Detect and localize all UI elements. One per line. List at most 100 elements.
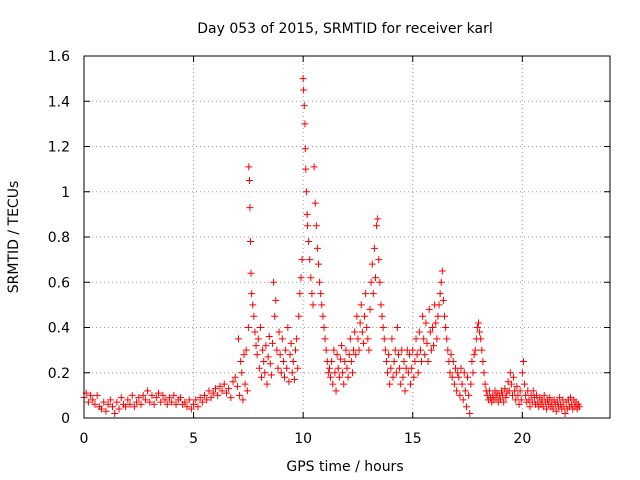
data-point <box>476 328 484 336</box>
data-point <box>355 346 363 354</box>
data-point <box>250 312 258 320</box>
data-point <box>426 328 434 336</box>
data-point <box>98 405 106 413</box>
data-point <box>385 351 393 359</box>
data-point <box>93 391 101 399</box>
data-point <box>89 396 97 404</box>
y-tick-label: 1 <box>61 185 70 201</box>
data-point <box>302 165 310 173</box>
data-point <box>347 357 355 365</box>
data-point <box>339 369 347 377</box>
y-tick-label: 0 <box>61 411 70 427</box>
data-point <box>192 396 200 404</box>
data-point <box>380 335 388 343</box>
data-point <box>461 387 469 395</box>
data-point <box>87 391 95 399</box>
data-point <box>328 357 336 365</box>
data-point <box>404 369 412 377</box>
data-point <box>338 342 346 350</box>
data-point <box>272 296 280 304</box>
data-point <box>450 380 458 388</box>
data-point <box>475 319 482 327</box>
data-point <box>308 290 316 298</box>
data-point <box>432 319 440 327</box>
grid <box>84 56 610 418</box>
data-point <box>441 312 449 320</box>
axis-ticks <box>83 55 610 419</box>
data-point <box>526 403 534 411</box>
data-point <box>502 394 510 402</box>
data-point <box>517 396 525 404</box>
data-point <box>261 369 269 377</box>
data-point <box>552 407 560 415</box>
data-point <box>377 301 385 309</box>
data-point <box>194 403 202 411</box>
data-point <box>315 260 323 268</box>
data-point <box>307 274 315 282</box>
data-point <box>238 369 246 377</box>
data-point <box>302 188 310 196</box>
data-point <box>291 346 299 354</box>
data-point <box>433 335 441 343</box>
data-point <box>473 324 481 331</box>
data-point <box>465 391 473 399</box>
data-point <box>381 346 389 354</box>
data-point <box>454 369 462 377</box>
data-point <box>464 373 472 381</box>
data-point <box>304 222 312 230</box>
data-point <box>124 396 132 404</box>
data-point <box>357 301 365 309</box>
data-point <box>384 369 392 377</box>
data-point <box>316 278 324 286</box>
data-point <box>233 382 241 390</box>
data-point <box>346 335 354 343</box>
data-point <box>286 351 294 359</box>
data-point <box>438 267 446 275</box>
data-point <box>102 407 110 415</box>
data-point <box>365 346 373 354</box>
data-point <box>283 364 291 372</box>
data-point <box>176 394 184 402</box>
data-point <box>288 369 296 377</box>
data-point <box>297 274 305 282</box>
data-point <box>367 278 375 286</box>
data-point <box>456 391 464 399</box>
data-point <box>295 312 303 320</box>
data-point <box>507 380 515 388</box>
data-point <box>405 351 413 359</box>
data-point <box>327 373 335 381</box>
x-tick-label: 20 <box>513 431 531 447</box>
data-point <box>391 346 399 354</box>
data-point <box>122 403 130 411</box>
data-point <box>243 387 251 395</box>
data-point <box>352 351 360 359</box>
x-tick-label: 10 <box>294 431 312 447</box>
data-point <box>529 387 537 395</box>
data-point <box>423 339 431 347</box>
data-point <box>310 163 318 171</box>
data-point <box>443 335 451 343</box>
data-point <box>436 290 444 298</box>
data-point <box>519 357 527 365</box>
data-point <box>240 351 248 359</box>
data-point <box>395 351 403 359</box>
data-point <box>117 394 125 402</box>
x-tick-label: 15 <box>404 431 422 447</box>
y-tick-label: 0.8 <box>48 230 70 246</box>
data-point <box>388 335 396 343</box>
data-point <box>401 387 409 395</box>
data-point <box>478 346 486 354</box>
data-point <box>361 312 369 320</box>
data-point <box>413 351 421 359</box>
data-point <box>448 373 456 381</box>
data-point <box>133 398 141 406</box>
data-point <box>546 394 554 402</box>
data-point <box>256 324 264 331</box>
data-point <box>379 324 387 331</box>
data-point <box>245 163 253 171</box>
data-point <box>247 269 255 277</box>
data-point <box>330 346 338 354</box>
y-tick-label: 0.2 <box>48 366 70 382</box>
data-point <box>421 351 429 359</box>
data-point <box>170 391 178 399</box>
